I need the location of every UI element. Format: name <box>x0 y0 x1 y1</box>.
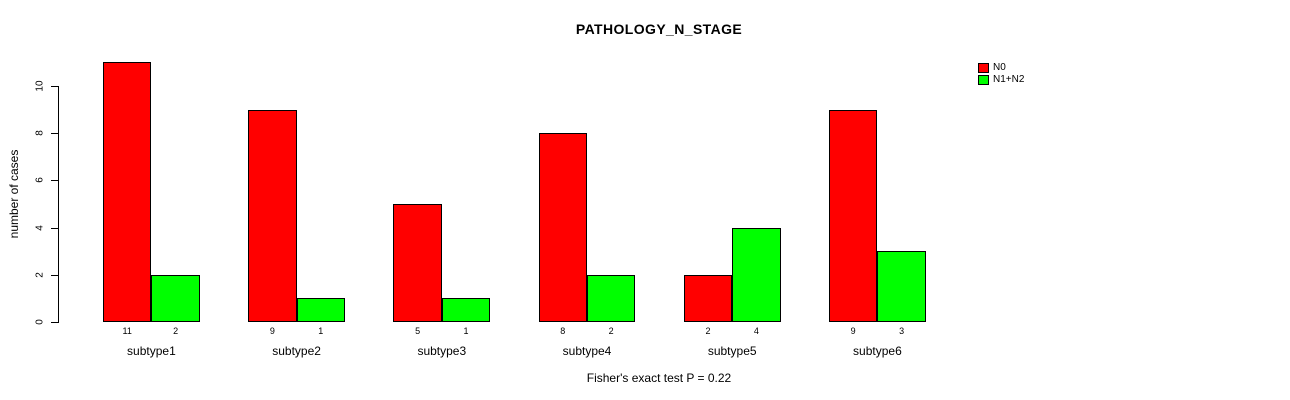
bar-value-label: 2 <box>608 326 614 336</box>
bar-value-label: 2 <box>705 326 711 336</box>
y-axis-tick-label: 10 <box>34 80 46 92</box>
bar-n1n2-subtype6 <box>877 251 926 322</box>
y-axis-tick <box>51 180 58 182</box>
y-axis-tick <box>51 322 58 323</box>
legend-label-n0: N0 <box>993 62 1006 73</box>
legend-item-n1n2: N1+N2 <box>978 74 1024 86</box>
category-label-subtype4: subtype4 <box>562 344 612 358</box>
bar-value-label: 2 <box>173 326 179 336</box>
legend: N0 N1+N2 <box>978 62 1024 86</box>
y-axis-label: number of cases <box>7 149 21 239</box>
legend-item-n0: N0 <box>978 62 1024 74</box>
bar-n0-subtype5 <box>683 274 733 322</box>
category-label-subtype6: subtype6 <box>853 344 902 358</box>
bar-value-label: 8 <box>560 326 566 336</box>
y-axis-tick-label: 4 <box>34 224 46 231</box>
bar-value-label: 9 <box>850 326 856 336</box>
category-label-subtype5: subtype5 <box>707 344 757 358</box>
bar-n1n2-subtype4 <box>587 274 636 322</box>
bar-n0-subtype1 <box>103 62 152 322</box>
category-label-subtype1: subtype1 <box>127 344 176 358</box>
bar-n0-subtype2 <box>248 109 297 322</box>
bar-n1n2-subtype1 <box>151 274 200 322</box>
bar-value-label: 5 <box>415 326 421 336</box>
y-axis-tick-label: 0 <box>34 319 46 325</box>
bar-value-label: 9 <box>269 326 275 336</box>
y-axis-tick-label: 2 <box>34 272 46 278</box>
legend-swatch-n0-icon <box>978 63 989 73</box>
y-axis-line <box>58 86 59 323</box>
bar-value-label: 11 <box>122 326 132 336</box>
bar-n0-subtype4 <box>538 133 587 322</box>
bar-n1n2-subtype3 <box>441 298 491 322</box>
bar-value-label: 4 <box>753 326 759 336</box>
bar-n1n2-subtype5 <box>732 227 781 322</box>
legend-swatch-n1n2-icon <box>978 75 989 85</box>
bar-n0-subtype6 <box>829 109 878 322</box>
bar-value-label: 1 <box>463 326 469 336</box>
y-axis-tick-label: 6 <box>34 177 46 184</box>
fisher-test-annotation: Fisher's exact test P = 0.22 <box>586 371 732 385</box>
y-axis-tick <box>51 274 58 276</box>
bar-value-label: 1 <box>318 326 324 336</box>
category-label-subtype3: subtype3 <box>417 344 467 358</box>
y-axis-tick-label: 8 <box>34 130 46 136</box>
category-label-subtype2: subtype2 <box>272 344 321 358</box>
legend-label-n1n2: N1+N2 <box>993 74 1025 85</box>
bar-value-label: 3 <box>899 326 905 336</box>
y-axis-tick <box>51 227 58 229</box>
chart-title: PATHOLOGY_N_STAGE <box>575 21 743 37</box>
bar-n0-subtype3 <box>393 204 442 322</box>
y-axis-tick <box>51 133 58 135</box>
y-axis-tick <box>51 86 58 87</box>
bar-n1n2-subtype2 <box>296 298 345 322</box>
